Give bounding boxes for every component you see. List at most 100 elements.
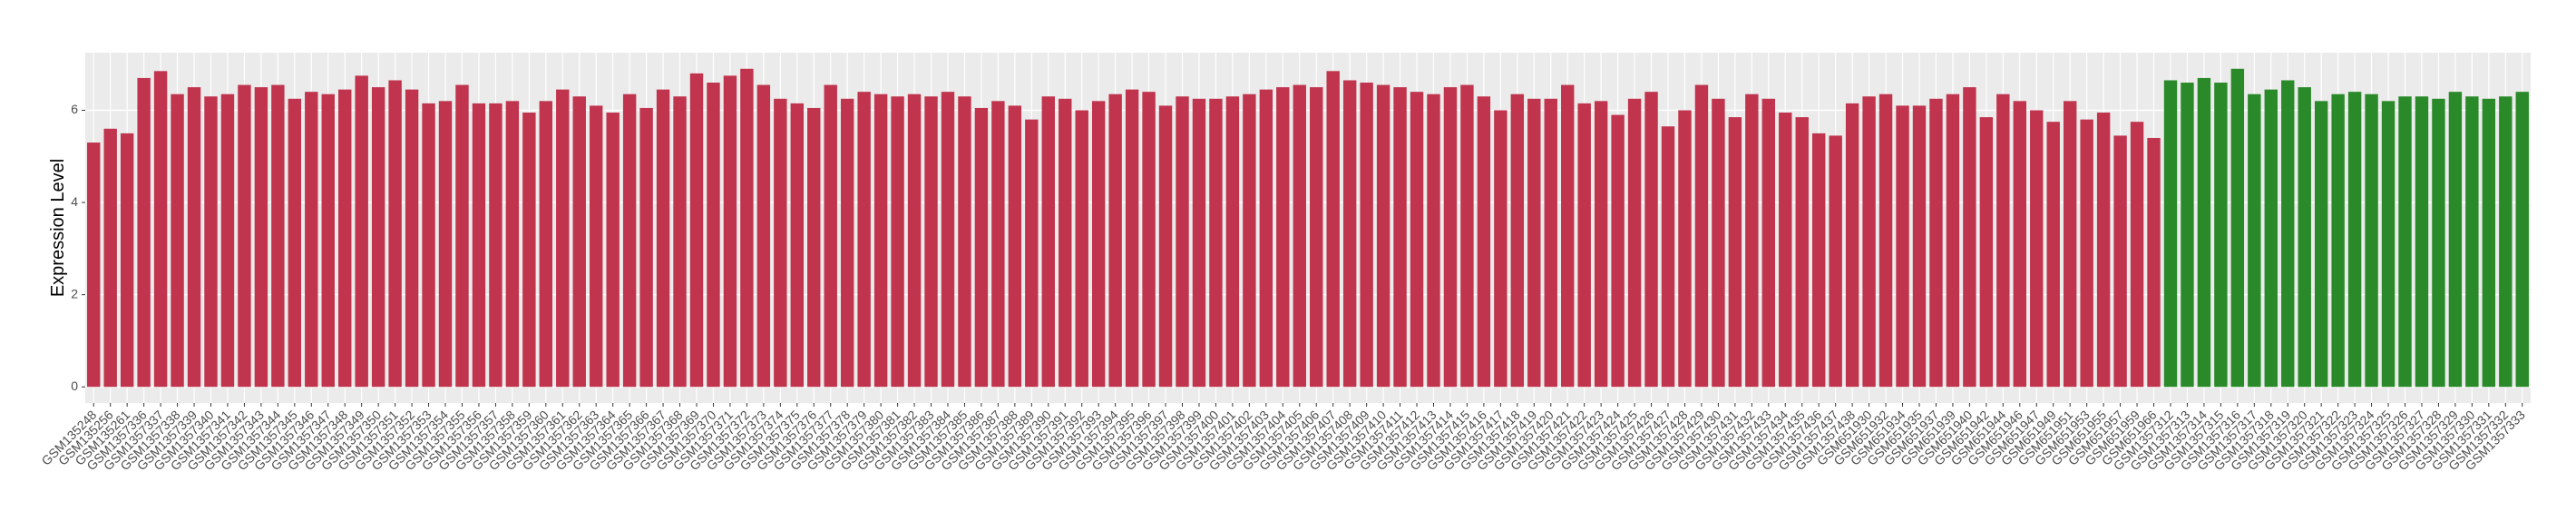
bar bbox=[2298, 87, 2311, 388]
bar bbox=[639, 107, 653, 388]
bar bbox=[1091, 101, 1106, 388]
bar bbox=[1342, 80, 1357, 388]
bar bbox=[2281, 80, 2295, 388]
bar bbox=[271, 84, 285, 388]
bar bbox=[1041, 96, 1055, 388]
bar bbox=[489, 103, 503, 388]
bar bbox=[2214, 83, 2228, 388]
bar bbox=[2381, 101, 2395, 388]
bar bbox=[1561, 84, 1575, 388]
bar bbox=[857, 92, 871, 388]
bar bbox=[1779, 113, 1792, 388]
bar bbox=[2113, 135, 2127, 388]
bar bbox=[2432, 98, 2445, 388]
y-tick-label: 2 bbox=[71, 286, 78, 300]
bar bbox=[1460, 84, 1474, 388]
bar bbox=[1059, 98, 1072, 388]
y-tick-label: 6 bbox=[71, 102, 78, 116]
bar bbox=[1108, 93, 1122, 388]
bar bbox=[1577, 103, 1591, 388]
bar bbox=[1293, 84, 1306, 388]
bar bbox=[204, 96, 218, 388]
bar bbox=[355, 75, 368, 388]
bar bbox=[941, 92, 955, 388]
bar bbox=[824, 84, 837, 388]
bar bbox=[2415, 96, 2429, 388]
bar bbox=[1276, 87, 1290, 388]
bar bbox=[2063, 101, 2077, 388]
bar bbox=[2314, 101, 2328, 388]
bar bbox=[220, 93, 235, 388]
bar bbox=[790, 103, 804, 388]
bar bbox=[2465, 96, 2479, 388]
bar bbox=[254, 87, 268, 388]
bar bbox=[1192, 98, 1206, 388]
bar bbox=[405, 89, 419, 388]
bar bbox=[689, 73, 704, 388]
bar bbox=[2096, 113, 2111, 388]
bar bbox=[556, 89, 570, 388]
bar bbox=[2264, 89, 2278, 388]
bar bbox=[2130, 122, 2144, 388]
bar bbox=[622, 93, 637, 388]
bar bbox=[1812, 133, 1826, 388]
bar bbox=[1745, 93, 1759, 388]
bar bbox=[2147, 137, 2161, 388]
bar bbox=[171, 93, 184, 388]
bar bbox=[774, 98, 787, 388]
bar bbox=[1912, 105, 1927, 388]
bar bbox=[1963, 87, 1976, 388]
bar bbox=[137, 77, 151, 388]
bar bbox=[1644, 92, 1658, 388]
bar bbox=[472, 103, 486, 388]
bar bbox=[958, 96, 971, 388]
bar bbox=[1393, 87, 1407, 388]
bar bbox=[2365, 93, 2378, 388]
bar bbox=[656, 89, 670, 388]
bar bbox=[438, 101, 453, 388]
bar bbox=[1694, 84, 1709, 388]
bar bbox=[2515, 92, 2529, 388]
bar bbox=[1225, 96, 1240, 388]
bar bbox=[2030, 110, 2044, 388]
bar bbox=[991, 101, 1005, 388]
y-tick-label: 0 bbox=[71, 379, 78, 393]
bar bbox=[1410, 92, 1424, 388]
bar bbox=[1627, 98, 1642, 388]
bar bbox=[103, 128, 117, 388]
bar bbox=[539, 101, 553, 388]
bar bbox=[87, 143, 101, 388]
bar bbox=[1427, 93, 1440, 388]
bar bbox=[1310, 87, 1323, 388]
bar bbox=[840, 98, 854, 388]
bar bbox=[1544, 98, 1557, 388]
bar bbox=[2331, 93, 2345, 388]
bar bbox=[873, 93, 888, 388]
bar bbox=[673, 96, 687, 388]
bar bbox=[1678, 110, 1692, 388]
bar bbox=[1326, 71, 1340, 388]
bar bbox=[305, 92, 318, 388]
bar bbox=[1176, 96, 1189, 388]
bar bbox=[1795, 117, 1809, 388]
bar bbox=[1494, 110, 1508, 388]
bar bbox=[1477, 96, 1491, 388]
bar bbox=[371, 87, 385, 388]
bar bbox=[723, 75, 737, 388]
bar bbox=[1025, 119, 1039, 388]
bar bbox=[1728, 117, 1742, 388]
bar bbox=[2197, 77, 2211, 388]
bar bbox=[1996, 93, 2010, 388]
bar bbox=[1611, 114, 1625, 388]
bar bbox=[1158, 105, 1173, 388]
bar bbox=[1845, 103, 1859, 388]
bar bbox=[1008, 105, 1022, 388]
bar bbox=[2499, 96, 2513, 388]
bar bbox=[1878, 93, 1893, 388]
bar bbox=[2482, 98, 2496, 388]
bar bbox=[1125, 89, 1139, 388]
bar bbox=[455, 84, 469, 388]
bar bbox=[153, 71, 168, 388]
bar bbox=[924, 96, 938, 388]
bar bbox=[1862, 96, 1876, 388]
